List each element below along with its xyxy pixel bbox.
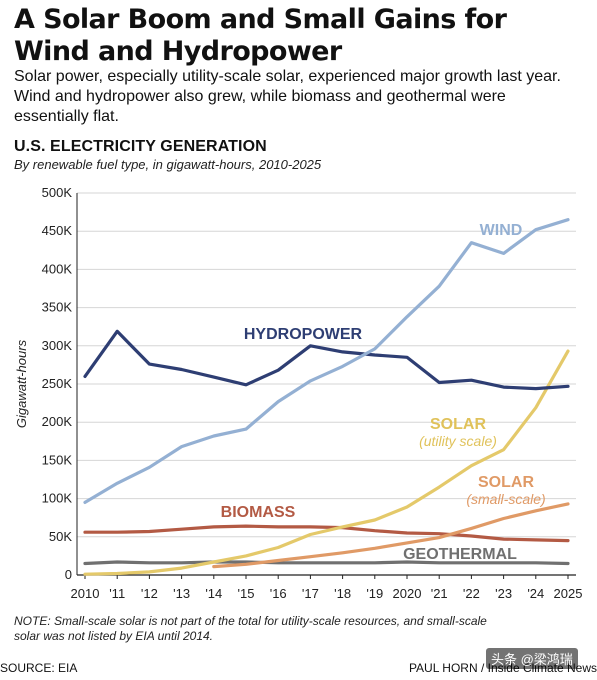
x-tick-label: 2010 xyxy=(71,586,100,601)
x-tick-label: '22 xyxy=(463,586,480,601)
series-label-biomass: BIOMASS xyxy=(221,504,296,521)
x-tick-label: '13 xyxy=(173,586,190,601)
page-title: A Solar Boom and Small Gains for Wind an… xyxy=(14,4,507,67)
y-tick-label: 500K xyxy=(42,185,73,200)
y-tick-label: 250K xyxy=(42,376,73,391)
x-tick-label: '24 xyxy=(527,586,544,601)
series-label-solar-small: SOLAR xyxy=(478,474,534,491)
y-tick-label: 150K xyxy=(42,452,73,467)
y-axis-title: Gigawatt-hours xyxy=(14,339,29,428)
series-label-geothermal: GEOTHERMAL xyxy=(403,546,517,563)
chart-subheading: By renewable fuel type, in gigawatt-hour… xyxy=(14,157,322,172)
chart-heading: U.S. ELECTRICITY GENERATION xyxy=(14,138,267,155)
x-tick-label: '11 xyxy=(109,586,125,601)
y-tick-label: 450K xyxy=(42,223,73,238)
series-line-hydropower xyxy=(83,329,570,391)
y-tick-label: 350K xyxy=(42,300,73,315)
x-tick-label: '18 xyxy=(334,586,351,601)
x-tick-label: '17 xyxy=(302,586,319,601)
page-dek: Solar power, especially utility-scale so… xyxy=(14,68,561,125)
x-tick-label: '12 xyxy=(141,586,158,601)
series-label-hydropower: HYDROPOWER xyxy=(244,326,363,343)
series-line-biomass xyxy=(83,524,570,543)
x-tick-label: '14 xyxy=(205,586,222,601)
x-tick-label: 2020 xyxy=(393,586,422,601)
series-sublabel-solar-utility: (utility scale) xyxy=(419,433,497,449)
series-line-solar-utility xyxy=(83,349,570,576)
series-line-wind xyxy=(83,218,570,504)
x-tick-label: '23 xyxy=(495,586,512,601)
x-tick-label: '19 xyxy=(366,586,383,601)
y-tick-label: 50K xyxy=(49,529,72,544)
chart-note: NOTE: Small-scale solar is not part of t… xyxy=(14,614,487,643)
y-tick-label: 200K xyxy=(42,414,73,429)
x-tick-label: 2025 xyxy=(554,586,583,601)
x-tick-label: '16 xyxy=(270,586,287,601)
series-sublabel-solar-small: (small-scale) xyxy=(466,491,545,507)
series-label-solar-utility: SOLAR xyxy=(430,416,486,433)
x-tick-label: '15 xyxy=(238,586,255,601)
series-label-wind: WIND xyxy=(480,222,523,239)
x-tick-label: '21 xyxy=(431,586,448,601)
series-line-solar-small xyxy=(212,502,570,569)
watermark: 头条 @梁鸿瑞 xyxy=(486,648,578,669)
y-tick-label: 100K xyxy=(42,491,73,506)
series-line-geothermal xyxy=(83,560,570,566)
y-tick-label: 0 xyxy=(65,567,72,582)
y-tick-label: 400K xyxy=(42,261,73,276)
y-tick-label: 300K xyxy=(42,338,73,353)
source-credit: SOURCE: EIA xyxy=(0,661,78,675)
